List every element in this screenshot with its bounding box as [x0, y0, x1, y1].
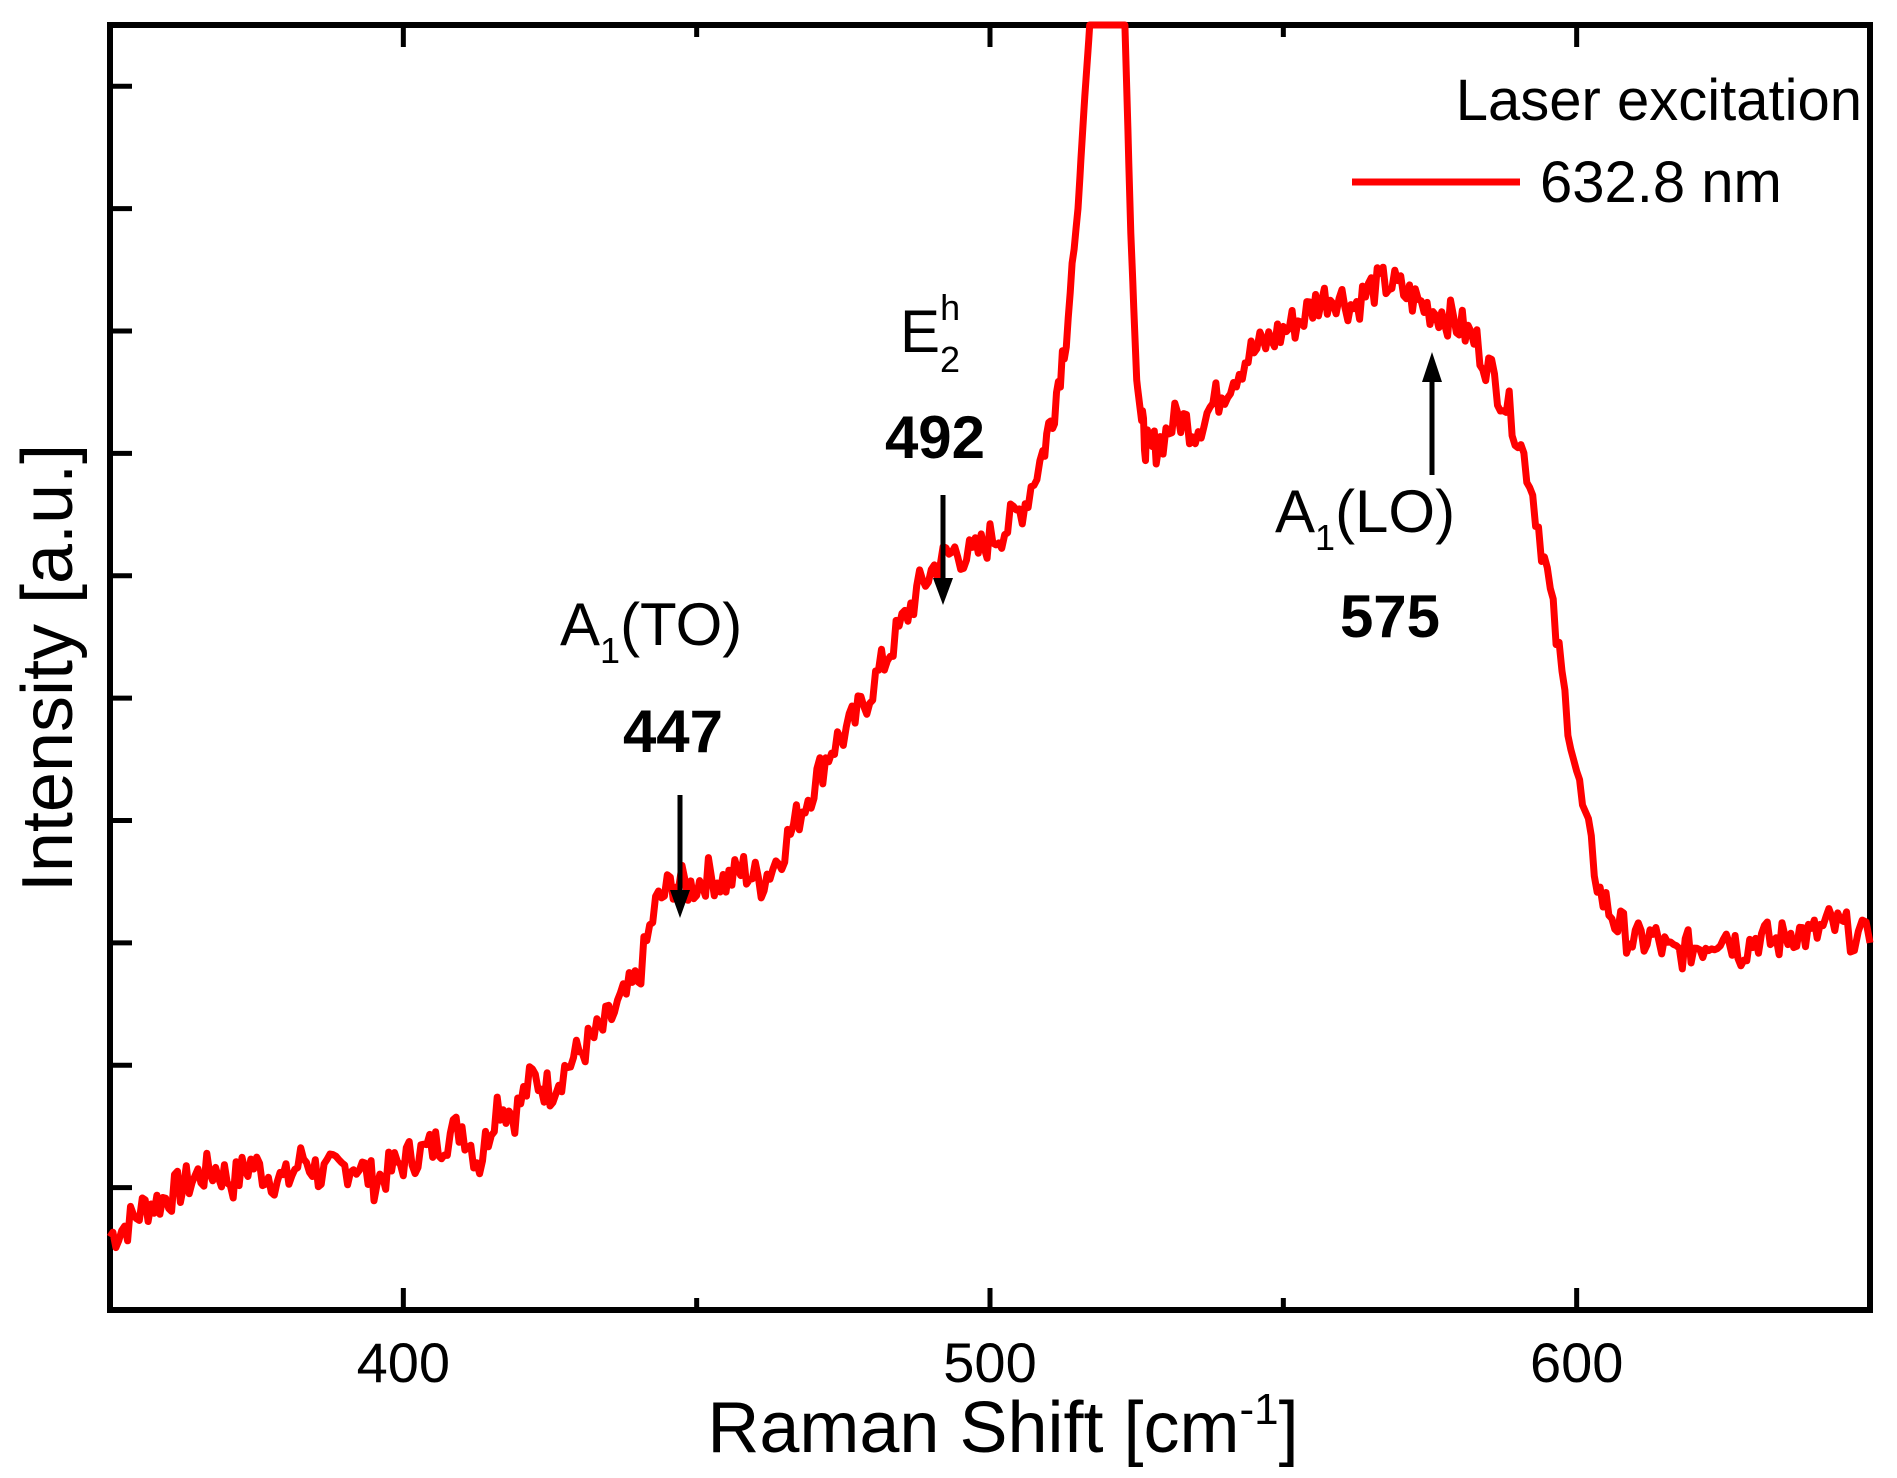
spectrum-line: [107, 21, 1874, 1252]
x-axis-title-main: Raman Shift [cm: [707, 1388, 1239, 1468]
annotation-e2h-sub: 2: [940, 339, 960, 380]
annotation-a1-to-value: 447: [623, 698, 723, 765]
annotation-e2h-arrowhead: [933, 578, 953, 605]
legend-entry-label: 632.8 nm: [1540, 150, 1782, 215]
annotation-e2h-sup: h: [940, 287, 960, 328]
axis-ticks: [110, 25, 1580, 1310]
x-axis-title-sup: -1: [1240, 1385, 1279, 1434]
x-axis-title: Raman Shift [cm-1]: [707, 1385, 1298, 1468]
annotation-a1-lo-letter: A: [1275, 478, 1315, 545]
annotation-e2h-label: E2 h: [900, 287, 960, 380]
annotation-a1-lo-rest: (LO): [1335, 478, 1455, 545]
annotation-e2h-value: 492: [885, 404, 985, 471]
annotation-a1-lo-label: A1(LO): [1275, 478, 1455, 558]
annotation-a1-to-rest: (TO): [620, 591, 742, 658]
annotation-a1-to-label: A1(TO): [560, 591, 742, 671]
legend-title: Laser excitation: [1456, 68, 1862, 133]
legend: Laser excitation 632.8 nm: [1352, 68, 1862, 215]
annotation-a1-to-arrowhead: [670, 890, 690, 918]
annotation-a1-lo-arrowhead: [1422, 352, 1442, 382]
peak-annotations: A1(TO) 447 E2h 492 A1(LO) 575: [560, 287, 1455, 918]
y-axis-title: Intensity [a.u.]: [8, 444, 88, 892]
x-axis-title-end: ]: [1279, 1388, 1299, 1468]
annotation-a1-lo-value: 575: [1340, 583, 1440, 650]
annotation-a1-to-sub: 1: [600, 630, 620, 671]
x-tick-label-600: 600: [1530, 1331, 1623, 1394]
annotation-a1-to-letter: A: [560, 591, 600, 658]
x-tick-label-500: 500: [943, 1331, 1036, 1394]
plot-frame: [107, 22, 1873, 1313]
annotation-a1-lo-sub: 1: [1315, 517, 1335, 558]
annotation-e2h-letter: E: [900, 298, 940, 365]
x-tick-label-400: 400: [357, 1331, 450, 1394]
